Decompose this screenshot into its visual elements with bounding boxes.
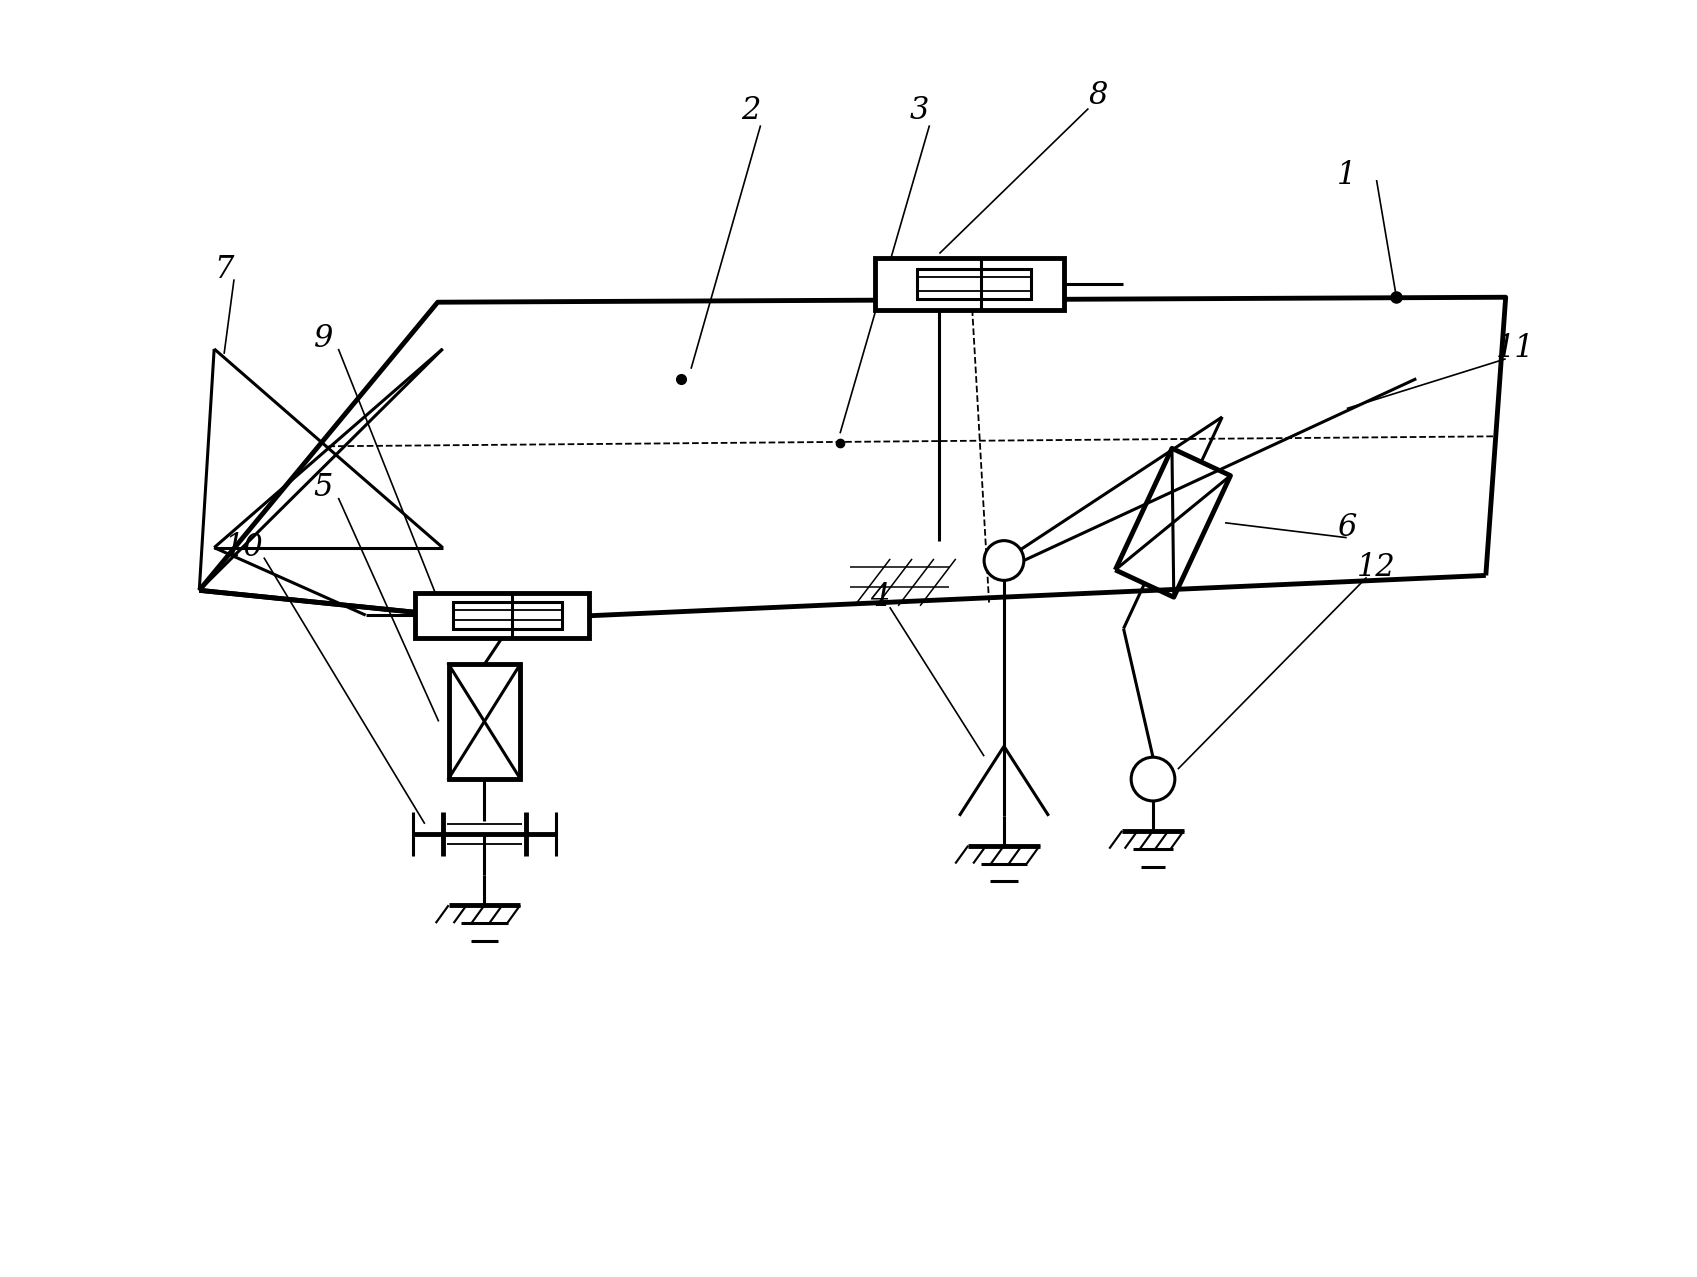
Text: 8: 8 bbox=[1089, 80, 1108, 111]
Text: 6: 6 bbox=[1337, 512, 1356, 543]
Text: 12: 12 bbox=[1358, 552, 1397, 584]
Bar bbox=[916, 269, 1032, 299]
Text: 10: 10 bbox=[224, 533, 263, 563]
Text: 1: 1 bbox=[1337, 160, 1356, 190]
Text: 3: 3 bbox=[910, 94, 930, 126]
Text: 7: 7 bbox=[214, 254, 234, 285]
Bar bbox=[453, 601, 562, 628]
Text: 9: 9 bbox=[314, 323, 333, 355]
Bar bbox=[416, 593, 589, 637]
Circle shape bbox=[1132, 757, 1174, 801]
Circle shape bbox=[984, 540, 1023, 580]
Text: 4: 4 bbox=[871, 582, 889, 613]
Text: 2: 2 bbox=[742, 94, 760, 126]
Text: 5: 5 bbox=[314, 472, 333, 503]
Bar bbox=[448, 664, 521, 779]
Text: 11: 11 bbox=[1497, 333, 1536, 364]
Bar bbox=[876, 258, 1064, 310]
